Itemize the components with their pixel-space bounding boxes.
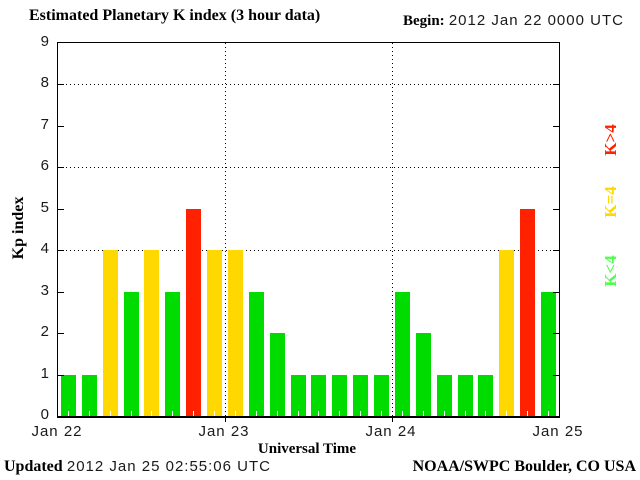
- x-minor-tick: [130, 411, 132, 416]
- begin-value: 2012 Jan 22 0000 UTC: [448, 12, 624, 29]
- y-tick-label: 0: [40, 406, 50, 423]
- y-tick-label: 2: [40, 323, 50, 341]
- x-minor-tick: [67, 411, 69, 416]
- x-minor-tick: [422, 411, 424, 416]
- y-tick-right: [553, 291, 559, 293]
- y-tick-left: [58, 125, 64, 127]
- y-tick-right: [553, 208, 559, 210]
- kp-bar: [415, 333, 431, 416]
- x-minor-tick: [464, 411, 466, 416]
- y-tick-label: 9: [40, 33, 50, 50]
- x-minor-tick: [297, 411, 299, 416]
- x-minor-tick: [255, 411, 257, 416]
- gridline-kp-6: [58, 167, 559, 169]
- x-minor-tick: [506, 411, 508, 416]
- y-tick-label: 1: [40, 364, 50, 382]
- x-minor-tick: [339, 411, 341, 416]
- kp-bar: [353, 374, 369, 416]
- y-tick-right: [553, 167, 559, 169]
- updated-value: 2012 Jan 25 02:55:06 UTC: [66, 458, 271, 475]
- gridline-kp-4: [58, 250, 559, 252]
- kp-bar: [457, 374, 473, 416]
- y-tick-left: [58, 208, 64, 210]
- x-minor-tick: [381, 411, 383, 416]
- y-tick-right: [553, 84, 559, 86]
- updated-label: Updated: [4, 458, 63, 475]
- legend-item: K=4: [601, 186, 620, 218]
- kp-bar: [499, 250, 515, 416]
- x-minor-tick: [360, 411, 362, 416]
- x-minor-tick: [234, 411, 236, 416]
- x-tick-label: Jan 23: [198, 423, 250, 440]
- y-tick-label: 6: [40, 157, 50, 175]
- day-divider: [224, 43, 226, 416]
- y-tick-label: 7: [40, 115, 50, 133]
- y-tick-right: [553, 374, 559, 376]
- kp-bar: [123, 291, 139, 416]
- kp-bar: [311, 374, 327, 416]
- kp-bar: [248, 291, 264, 416]
- y-tick-right: [553, 333, 559, 335]
- x-minor-tick: [276, 411, 278, 416]
- legend-item: K<4: [601, 255, 620, 287]
- kp-bar: [227, 250, 243, 416]
- y-tick-left: [58, 374, 64, 376]
- kp-bar: [436, 374, 452, 416]
- legend-item: K>4: [601, 124, 620, 156]
- y-tick-label: 5: [40, 198, 50, 216]
- y-tick-left: [58, 291, 64, 293]
- kp-bar: [374, 374, 390, 416]
- x-minor-tick: [443, 411, 445, 416]
- source-credit: NOAA/SWPC Boulder, CO USA: [412, 458, 636, 475]
- y-tick-label: 4: [40, 240, 50, 258]
- begin-timestamp: Begin: 2012 Jan 22 0000 UTC: [403, 12, 624, 30]
- x-tick-label: Jan 25: [532, 423, 584, 440]
- kp-bar: [144, 250, 160, 416]
- y-tick-left: [58, 167, 64, 169]
- kp-bar: [186, 208, 202, 416]
- kp-bar: [102, 250, 118, 416]
- begin-label: Begin:: [403, 13, 445, 29]
- kp-bar: [290, 374, 306, 416]
- x-tick-label: Jan 22: [31, 423, 83, 440]
- kp-bar: [520, 208, 536, 416]
- y-tick-right: [553, 250, 559, 252]
- kp-bar: [81, 374, 97, 416]
- kp-bar: [207, 250, 223, 416]
- x-minor-tick: [193, 411, 195, 416]
- x-minor-tick: [485, 411, 487, 416]
- kp-bar: [60, 374, 76, 416]
- x-minor-tick: [214, 411, 216, 416]
- plot-area: [57, 42, 560, 422]
- kp-bar: [541, 291, 557, 416]
- y-tick-right: [553, 125, 559, 127]
- kp-bar: [332, 374, 348, 416]
- y-tick-left: [58, 84, 64, 86]
- x-minor-tick: [172, 411, 174, 416]
- x-major-tick: [391, 418, 393, 422]
- x-axis-label: Universal Time: [257, 441, 357, 457]
- updated-timestamp: Updated 2012 Jan 25 02:55:06 UTC: [4, 458, 271, 476]
- day-divider: [391, 43, 393, 416]
- x-minor-tick: [318, 411, 320, 416]
- x-minor-tick: [401, 411, 403, 416]
- kp-bar: [165, 291, 181, 416]
- kp-bar: [478, 374, 494, 416]
- gridline-kp-8: [58, 84, 559, 86]
- x-tick-label: Jan 24: [365, 423, 417, 440]
- x-minor-tick: [548, 411, 550, 416]
- x-minor-tick: [527, 411, 529, 416]
- kp-bar: [269, 333, 285, 416]
- x-minor-tick: [88, 411, 90, 416]
- chart-title: Estimated Planetary K index (3 hour data…: [29, 7, 321, 24]
- y-tick-label: 3: [40, 281, 50, 299]
- x-minor-tick: [151, 411, 153, 416]
- y-tick-left: [58, 333, 64, 335]
- x-major-tick: [224, 418, 226, 422]
- kp-bar: [394, 291, 410, 416]
- y-tick-left: [58, 250, 64, 252]
- y-tick-label: 8: [40, 74, 50, 92]
- x-minor-tick: [109, 411, 111, 416]
